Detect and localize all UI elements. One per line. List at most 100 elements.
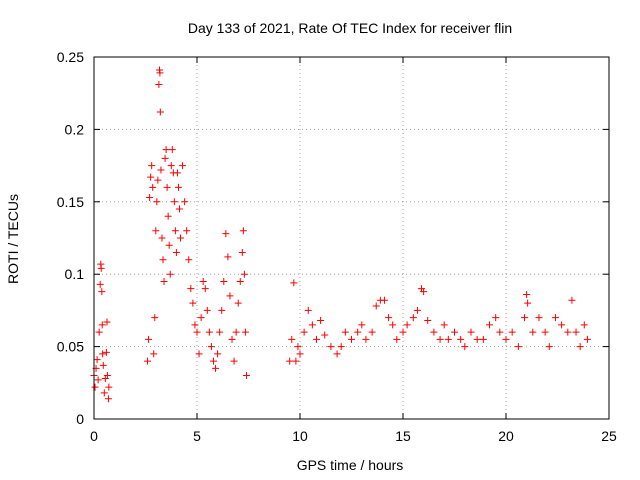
data-point <box>372 302 380 310</box>
data-point <box>424 317 432 325</box>
data-point <box>288 335 296 343</box>
data-point <box>521 314 529 322</box>
data-point <box>93 356 101 364</box>
data-point <box>164 212 172 220</box>
data-point <box>181 198 189 206</box>
data-point <box>457 335 465 343</box>
data-point <box>529 328 537 336</box>
data-point <box>551 314 559 322</box>
data-point <box>308 321 316 329</box>
data-point <box>413 306 421 314</box>
data-point <box>568 296 576 304</box>
data-point <box>241 328 249 336</box>
data-point <box>430 328 438 336</box>
data-point <box>156 69 164 77</box>
data-point <box>496 328 504 336</box>
data-point <box>239 227 247 235</box>
data-point <box>95 328 103 336</box>
data-point <box>321 331 329 339</box>
x-tick-label: 0 <box>90 428 98 444</box>
data-point <box>304 306 312 314</box>
data-point <box>170 198 178 206</box>
data-point <box>207 343 215 351</box>
data-point <box>197 314 205 322</box>
data-point <box>100 389 108 397</box>
data-point <box>333 350 341 358</box>
data-point <box>183 227 191 235</box>
data-point <box>230 357 238 365</box>
x-axis-label: GPS time / hours <box>297 457 404 473</box>
data-point <box>147 173 155 181</box>
data-point <box>545 343 553 351</box>
data-point <box>103 318 111 326</box>
data-point <box>103 372 111 380</box>
data-point <box>226 292 234 300</box>
data-point <box>224 253 232 261</box>
data-point <box>358 321 366 329</box>
x-tick-label: 15 <box>395 428 411 444</box>
data-point <box>216 328 224 336</box>
data-point <box>362 335 370 343</box>
data-point <box>146 193 154 201</box>
y-tick-label: 0.05 <box>57 339 84 355</box>
x-tick-label: 20 <box>498 428 514 444</box>
data-point <box>199 277 207 285</box>
data-point <box>523 290 531 298</box>
data-point <box>524 299 532 307</box>
data-point <box>201 285 209 293</box>
data-point <box>97 264 105 272</box>
data-point <box>232 328 240 336</box>
data-point <box>234 299 242 307</box>
y-tick-label: 0.15 <box>57 194 84 210</box>
data-point <box>240 270 248 278</box>
x-tick-label: 10 <box>292 428 308 444</box>
y-tick-label: 0 <box>76 411 84 427</box>
data-point <box>191 321 199 329</box>
data-point <box>175 205 183 213</box>
data-point <box>222 230 230 238</box>
data-point <box>228 335 236 343</box>
y-tick-label: 0.2 <box>65 121 85 137</box>
y-tick-label: 0.1 <box>65 266 85 282</box>
data-point <box>195 350 203 358</box>
data-point <box>152 227 160 235</box>
data-point <box>214 350 222 358</box>
data-point <box>157 166 165 174</box>
data-point <box>492 314 500 322</box>
data-point <box>514 343 522 351</box>
data-point <box>399 328 407 336</box>
data-point <box>380 296 388 304</box>
data-point <box>451 328 458 336</box>
data-point <box>158 234 166 242</box>
data-point <box>564 328 572 336</box>
data-point <box>238 248 246 256</box>
data-point <box>508 328 516 336</box>
data-point <box>296 350 304 358</box>
data-points <box>90 66 591 403</box>
data-point <box>94 376 102 384</box>
data-point <box>174 183 182 191</box>
data-point <box>173 169 181 177</box>
data-point <box>440 321 448 329</box>
data-point <box>99 350 107 358</box>
data-point <box>312 335 320 343</box>
y-axis-label: ROTI / TECUs <box>5 194 21 284</box>
data-point <box>96 280 104 288</box>
data-point <box>218 306 226 314</box>
data-point <box>149 183 157 191</box>
data-point <box>572 328 580 336</box>
data-point <box>159 256 167 264</box>
grid-lines <box>94 57 609 419</box>
data-point <box>236 277 244 285</box>
data-point <box>172 248 180 256</box>
data-point <box>461 343 469 351</box>
data-point <box>486 321 494 329</box>
chart-title: Day 133 of 2021, Rate Of TEC Index for r… <box>188 20 512 36</box>
data-point <box>580 321 588 329</box>
data-point <box>502 335 510 343</box>
data-point <box>102 348 110 356</box>
data-point <box>185 256 193 264</box>
data-point <box>179 162 187 170</box>
y-tick-label: 0.25 <box>57 49 84 65</box>
data-point <box>354 328 362 336</box>
